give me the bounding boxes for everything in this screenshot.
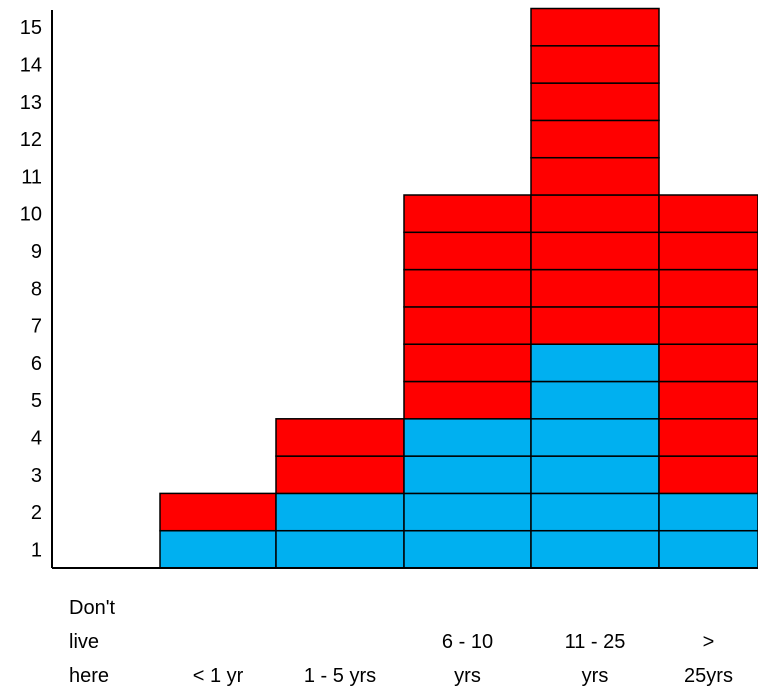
- bar-segment-5-0-1: [658, 529, 758, 569]
- bar-segment-1-1-1: [159, 492, 277, 532]
- x-category-label-3-line-0: 6 - 10: [442, 631, 493, 653]
- bar-segment-3-0-3: [403, 455, 532, 495]
- bar-segment-5-1-7: [658, 231, 758, 271]
- bar-segment-5-1-3: [658, 380, 758, 420]
- bar-segment-4-1-1: [530, 306, 660, 345]
- x-category-label-0-line-2: here: [69, 665, 109, 687]
- bar-segment-4-1-7: [530, 82, 660, 122]
- x-category-label-5-line-1: 25yrs: [684, 665, 733, 687]
- bar-segment-3-1-3: [403, 306, 532, 345]
- bar-segment-3-1-6: [403, 194, 532, 234]
- bar-segment-4-1-3: [530, 231, 660, 271]
- x-category-label-5-line-0: >: [703, 631, 715, 653]
- bar-segment-5-1-1: [658, 455, 758, 495]
- x-category-label-4-line-1: yrs: [582, 665, 609, 687]
- bar-segment-5-1-6: [658, 268, 758, 308]
- bar-segment-2-1-2: [275, 418, 405, 457]
- bar-segment-3-0-2: [403, 492, 532, 532]
- bar-segment-4-1-5: [530, 156, 660, 196]
- bar-segment-3-1-5: [403, 231, 532, 271]
- y-tick-label-3: 3: [31, 465, 42, 487]
- bar-segment-3-1-2: [403, 343, 532, 383]
- y-tick-label-11: 11: [21, 166, 42, 188]
- y-tick-label-5: 5: [31, 390, 42, 412]
- bar-segment-1-0-1: [159, 529, 277, 569]
- y-tick-label-4: 4: [31, 427, 42, 449]
- x-category-labels: Don't live here < 1 yr 1 - 5 yrs 6 - 10 yrs 11 …: [69, 597, 733, 687]
- y-tick-label-8: 8: [31, 278, 42, 300]
- x-category-label-4-line-0: 11 - 25: [565, 631, 626, 653]
- bar-segment-5-1-4: [658, 343, 758, 383]
- bar-segment-4-0-3: [530, 455, 660, 495]
- y-tick-label-15: 15: [20, 17, 42, 39]
- bar-segment-3-1-1: [403, 380, 532, 420]
- bar-segment-3-0-4: [403, 418, 532, 457]
- x-category-label-0-line-0: Don't: [69, 597, 116, 619]
- bar-segment-4-0-6: [530, 343, 660, 383]
- bar-segment-4-1-9: [530, 7, 660, 47]
- bar-segment-4-1-8: [530, 45, 660, 84]
- y-tick-label-14: 14: [20, 54, 42, 76]
- y-tick-label-1: 1: [31, 539, 42, 561]
- bar-segment-4-1-4: [530, 194, 660, 234]
- y-tick-label-9: 9: [31, 241, 42, 263]
- y-tick-label-12: 12: [20, 129, 42, 151]
- bar-segment-4-1-6: [530, 119, 660, 159]
- x-category-label-0-line-1: live: [69, 631, 99, 653]
- y-tick-label-2: 2: [31, 502, 42, 524]
- bar-segment-4-0-2: [530, 492, 660, 532]
- bar-segment-2-0-2: [275, 492, 405, 532]
- bar-segment-4-0-1: [530, 529, 660, 569]
- bar-segment-5-1-2: [658, 418, 758, 457]
- y-tick-label-7: 7: [31, 316, 42, 338]
- x-category-label-1-line-0: < 1 yr: [193, 665, 244, 687]
- bar-segment-2-1-1: [275, 455, 405, 495]
- bar-segment-5-1-5: [658, 306, 758, 345]
- bar-segment-2-0-1: [275, 529, 405, 569]
- bar-segment-5-1-8: [658, 194, 758, 234]
- y-tick-label-13: 13: [20, 92, 42, 114]
- bar-segment-4-0-4: [530, 418, 660, 457]
- y-tick-label-6: 6: [31, 353, 42, 375]
- bar-segment-3-1-4: [403, 268, 532, 308]
- bar-segment-3-0-1: [403, 529, 532, 569]
- bars-group: [159, 7, 758, 569]
- x-category-label-2-line-0: 1 - 5 yrs: [304, 665, 376, 687]
- y-tick-label-10: 10: [20, 204, 42, 226]
- bar-segment-4-0-5: [530, 380, 660, 420]
- bar-segment-5-0-2: [658, 492, 758, 532]
- x-category-label-3-line-1: yrs: [454, 665, 481, 687]
- bar-segment-4-1-2: [530, 268, 660, 308]
